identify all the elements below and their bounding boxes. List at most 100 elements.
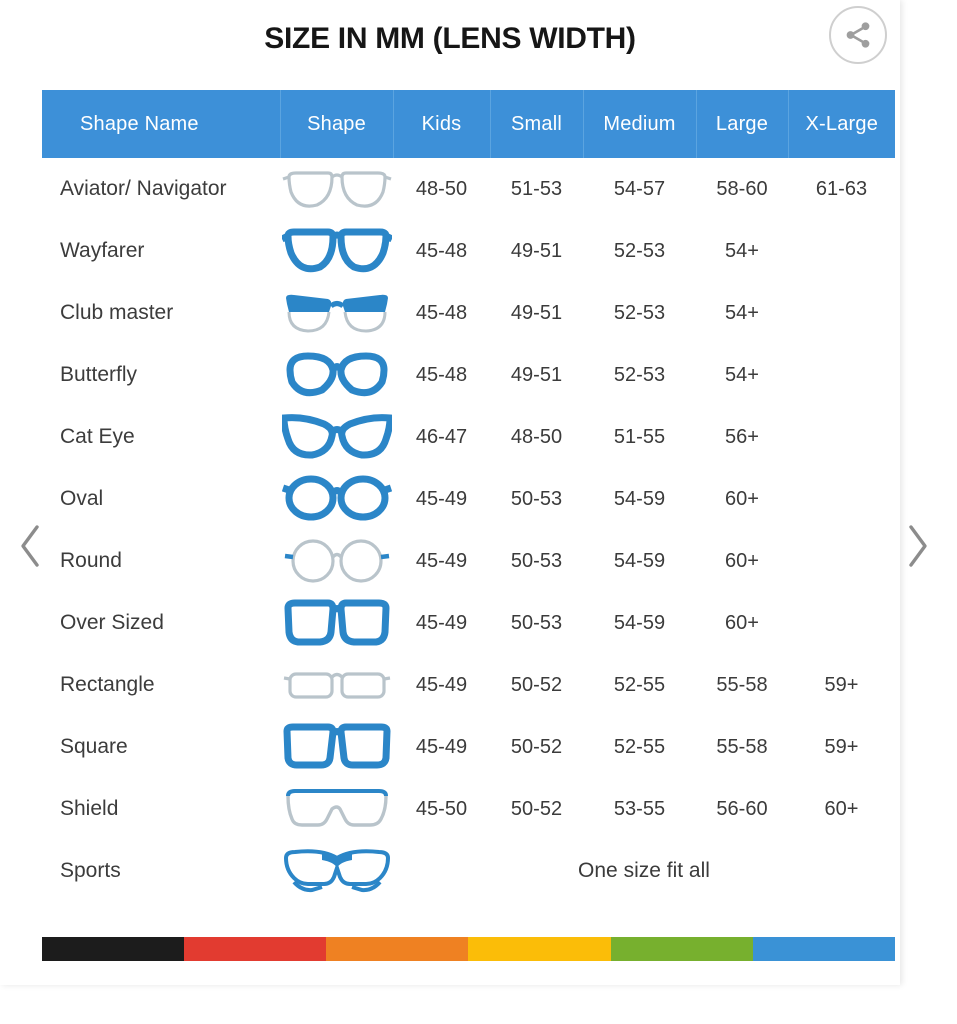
medium-size-cell: 52-53 [583, 220, 696, 282]
large-size-cell: 55-58 [696, 654, 788, 716]
xlarge-size-cell [788, 530, 895, 592]
medium-size-cell: 53-55 [583, 778, 696, 840]
cateye-glasses-icon [280, 406, 393, 468]
shape-name-cell: Rectangle [42, 654, 280, 716]
table-row[interactable]: Wayfarer 45-48 49-51 52-53 54+ [42, 220, 895, 282]
small-size-cell: 50-52 [490, 716, 583, 778]
large-size-cell: 60+ [696, 530, 788, 592]
table-row[interactable]: Shield 45-50 50-52 53-55 56-60 60+ [42, 778, 895, 840]
color-bar-segment [610, 937, 753, 961]
large-size-cell: 54+ [696, 344, 788, 406]
large-size-cell: 60+ [696, 592, 788, 654]
table-row[interactable]: Rectangle 45-49 50-52 52-55 55-58 59+ [42, 654, 895, 716]
one-size-fit-all-cell: One size fit all [393, 840, 895, 902]
column-header-shape-name[interactable]: Shape Name [42, 90, 281, 158]
small-size-cell: 50-53 [490, 530, 583, 592]
medium-size-cell: 52-55 [583, 716, 696, 778]
large-size-cell: 55-58 [696, 716, 788, 778]
brand-color-bar [42, 937, 895, 961]
wayfarer-glasses-icon [280, 220, 393, 282]
medium-size-cell: 52-53 [583, 344, 696, 406]
xlarge-size-cell: 61-63 [788, 158, 895, 220]
small-size-cell: 50-53 [490, 592, 583, 654]
large-size-cell: 60+ [696, 468, 788, 530]
table-row[interactable]: Club master 45-48 49-51 52-53 54+ [42, 282, 895, 344]
clubmaster-glasses-icon [280, 282, 393, 344]
shape-name-cell: Sports [42, 840, 280, 902]
previous-slide-button[interactable] [2, 515, 58, 577]
xlarge-size-cell [788, 344, 895, 406]
page-title: SIZE IN MM (LENS WIDTH) [264, 22, 636, 55]
share-icon [843, 20, 873, 50]
column-header-shape[interactable]: Shape [280, 90, 394, 158]
table-row[interactable]: Over Sized 45-49 50-53 54-59 60+ [42, 592, 895, 654]
color-bar-segment [184, 937, 327, 961]
medium-size-cell: 52-55 [583, 654, 696, 716]
table-row[interactable]: Cat Eye 46-47 48-50 51-55 56+ [42, 406, 895, 468]
shape-name-cell: Butterfly [42, 344, 280, 406]
small-size-cell: 50-53 [490, 468, 583, 530]
column-header-large[interactable]: Large [696, 90, 789, 158]
kids-size-cell: 45-49 [393, 530, 490, 592]
color-bar-segment [752, 937, 895, 961]
xlarge-size-cell [788, 468, 895, 530]
medium-size-cell: 54-59 [583, 530, 696, 592]
small-size-cell: 50-52 [490, 778, 583, 840]
rectangle-glasses-icon [280, 654, 393, 716]
column-header-medium[interactable]: Medium [583, 90, 697, 158]
shape-name-cell: Aviator/ Navigator [42, 158, 280, 220]
shape-name-cell: Wayfarer [42, 220, 280, 282]
xlarge-size-cell [788, 592, 895, 654]
shape-name-cell: Shield [42, 778, 280, 840]
shape-name-cell: Oval [42, 468, 280, 530]
column-header-xlarge[interactable]: X-Large [788, 90, 895, 158]
shield-glasses-icon [280, 778, 393, 840]
aviator-glasses-icon [280, 158, 393, 220]
medium-size-cell: 54-59 [583, 592, 696, 654]
shape-name-cell: Square [42, 716, 280, 778]
table-body: Aviator/ Navigator 48-50 51-53 54-57 58-60 6… [42, 158, 895, 902]
table-row[interactable]: Round 45-49 50-53 54-59 60+ [42, 530, 895, 592]
share-button[interactable] [829, 6, 887, 64]
large-size-cell: 54+ [696, 220, 788, 282]
small-size-cell: 49-51 [490, 344, 583, 406]
shape-name-cell: Over Sized [42, 592, 280, 654]
table-header-row: Shape Name Shape Kids Small Medium Large… [42, 90, 895, 158]
size-chart-card: SIZE IN MM (LENS WIDTH) Shape Name Shape… [42, 22, 895, 961]
round-glasses-icon [280, 530, 393, 592]
xlarge-size-cell [788, 406, 895, 468]
medium-size-cell: 51-55 [583, 406, 696, 468]
medium-size-cell: 52-53 [583, 282, 696, 344]
column-header-small[interactable]: Small [490, 90, 584, 158]
kids-size-cell: 45-48 [393, 282, 490, 344]
next-slide-button[interactable] [889, 515, 945, 577]
table-row[interactable]: Sports One size fit all [42, 840, 895, 902]
large-size-cell: 58-60 [696, 158, 788, 220]
oversized-glasses-icon [280, 592, 393, 654]
chevron-right-icon [902, 521, 932, 571]
shape-name-cell: Round [42, 530, 280, 592]
table-header: Shape Name Shape Kids Small Medium Large… [42, 90, 895, 158]
square-glasses-icon [280, 716, 393, 778]
large-size-cell: 54+ [696, 282, 788, 344]
kids-size-cell: 45-49 [393, 654, 490, 716]
color-bar-segment [326, 937, 469, 961]
table-row[interactable]: Butterfly 45-48 49-51 52-53 54+ [42, 344, 895, 406]
kids-size-cell: 45-49 [393, 592, 490, 654]
medium-size-cell: 54-59 [583, 468, 696, 530]
size-chart-table: Shape Name Shape Kids Small Medium Large… [42, 90, 895, 902]
kids-size-cell: 46-47 [393, 406, 490, 468]
table-row[interactable]: Oval 45-49 50-53 54-59 60+ [42, 468, 895, 530]
small-size-cell: 49-51 [490, 220, 583, 282]
xlarge-size-cell [788, 220, 895, 282]
shape-name-cell: Cat Eye [42, 406, 280, 468]
kids-size-cell: 45-49 [393, 468, 490, 530]
color-bar-segment [468, 937, 611, 961]
column-header-kids[interactable]: Kids [393, 90, 491, 158]
small-size-cell: 51-53 [490, 158, 583, 220]
table-row[interactable]: Aviator/ Navigator 48-50 51-53 54-57 58-60 6… [42, 158, 895, 220]
kids-size-cell: 48-50 [393, 158, 490, 220]
table-row[interactable]: Square 45-49 50-52 52-55 55-58 59+ [42, 716, 895, 778]
xlarge-size-cell: 60+ [788, 778, 895, 840]
